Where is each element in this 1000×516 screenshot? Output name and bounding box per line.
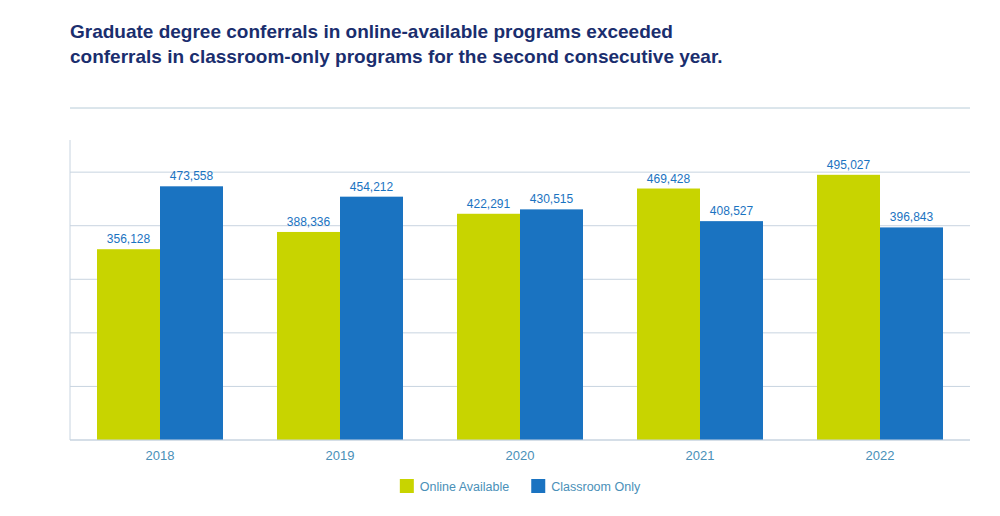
legend-swatch [400,479,414,493]
legend-label: Classroom Only [551,480,641,494]
background [0,0,1000,516]
chart-svg: Graduate degree conferrals in online-ava… [0,0,1000,516]
legend-item: Classroom Only [531,479,641,494]
data-label: 422,291 [467,197,511,211]
legend-swatch [531,479,545,493]
data-label: 469,428 [647,172,691,186]
bar [160,186,223,440]
data-label: 356,128 [107,232,151,246]
separator [70,108,970,109]
data-label: 454,212 [350,180,394,194]
x-tick-label: 2018 [146,448,175,463]
data-label: 396,843 [890,210,934,224]
legend: Online Available Classroom Only [400,479,641,494]
y-axis-line [70,140,71,440]
bar [880,227,943,440]
bar [817,175,880,440]
legend-item: Online Available [400,479,509,494]
data-label: 495,027 [827,158,871,172]
bar [700,221,763,440]
data-label: 473,558 [170,169,214,183]
data-label: 430,515 [530,192,574,206]
bar [340,197,403,440]
bar [457,214,520,440]
data-label: 408,527 [710,204,754,218]
chart-container: Graduate degree conferrals in online-ava… [0,0,1000,516]
data-label: 388,336 [287,215,331,229]
bar [637,189,700,440]
x-tick-label: 2022 [866,448,895,463]
data-labels: 356,128 388,336 422,291 469,428 495,027 473,5… [107,158,934,246]
bar [97,249,160,440]
legend-label: Online Available [420,480,509,494]
bar [277,232,340,440]
title: Graduate degree conferrals in online-ava… [70,21,723,67]
x-tick-label: 2021 [686,448,715,463]
x-tick-label: 2020 [506,448,535,463]
title-line: Graduate degree conferrals in online-ava… [70,21,673,42]
x-axis-line [70,440,970,441]
title-line: conferrals in classroom-only programs fo… [70,46,723,67]
x-tick-label: 2019 [326,448,355,463]
bar [520,209,583,440]
bars [97,175,943,440]
grid-line [70,440,970,441]
